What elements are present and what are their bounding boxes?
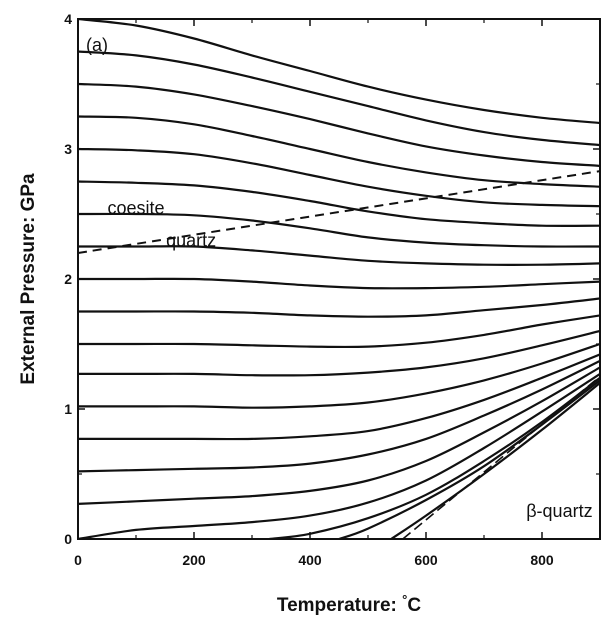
isochore-line-14 <box>78 353 600 441</box>
x-tick-label: 400 <box>298 552 322 568</box>
panel-label: (a) <box>86 35 108 55</box>
isochore-line-16 <box>78 366 600 505</box>
isochore-line-20 <box>390 382 600 539</box>
coesite-quartz-boundary <box>78 170 600 254</box>
y-tick-label: 3 <box>64 141 72 157</box>
isochore-line-4 <box>78 115 600 188</box>
isochore-line-15 <box>78 359 600 473</box>
isochore-line-1 <box>78 19 600 125</box>
y-axis-title: External Pressure: GPa <box>18 173 39 385</box>
y-tick-label: 2 <box>64 271 72 287</box>
x-tick-label: 200 <box>182 552 206 568</box>
celsius-letter: C <box>407 595 421 616</box>
isochore-line-11 <box>78 314 600 349</box>
annotation-quartz: β-quartz <box>526 501 592 521</box>
isochore-line-3 <box>78 82 600 167</box>
isochore-line-5 <box>78 147 600 208</box>
alpha-beta-quartz-boundary <box>402 375 600 539</box>
isochore-curves <box>78 19 600 539</box>
isochore-line-12 <box>78 329 600 377</box>
isochore-line-7 <box>78 212 600 248</box>
x-axis-title: Temperature: °C <box>277 592 422 617</box>
isochore-line-8 <box>78 245 600 266</box>
x-axis-title-text: Temperature: <box>277 595 402 616</box>
annotation-coesite: coesite <box>107 198 164 218</box>
degree-sign: ° <box>402 592 407 607</box>
y-tick-label: 0 <box>64 531 72 547</box>
isochore-line-2 <box>78 50 600 147</box>
isochore-line-10 <box>78 297 600 318</box>
isochore-line-13 <box>78 342 600 409</box>
x-tick-label: 800 <box>530 552 554 568</box>
y-tick-label: 4 <box>64 11 72 27</box>
x-tick-label: 600 <box>414 552 438 568</box>
annotation-quartz: quartz <box>166 231 216 251</box>
x-axis-unit: °C <box>402 592 421 617</box>
isochore-line-6 <box>78 180 600 227</box>
tick-labels: 0 200 400 600 800 0 1 2 3 4 <box>64 11 554 568</box>
x-tick-label: 0 <box>74 552 82 568</box>
isochore-line-9 <box>78 277 600 290</box>
isochore-line-17 <box>78 372 600 539</box>
y-tick-label: 1 <box>64 401 72 417</box>
phase-boundaries <box>78 170 600 539</box>
axis-ticks <box>77 18 600 540</box>
